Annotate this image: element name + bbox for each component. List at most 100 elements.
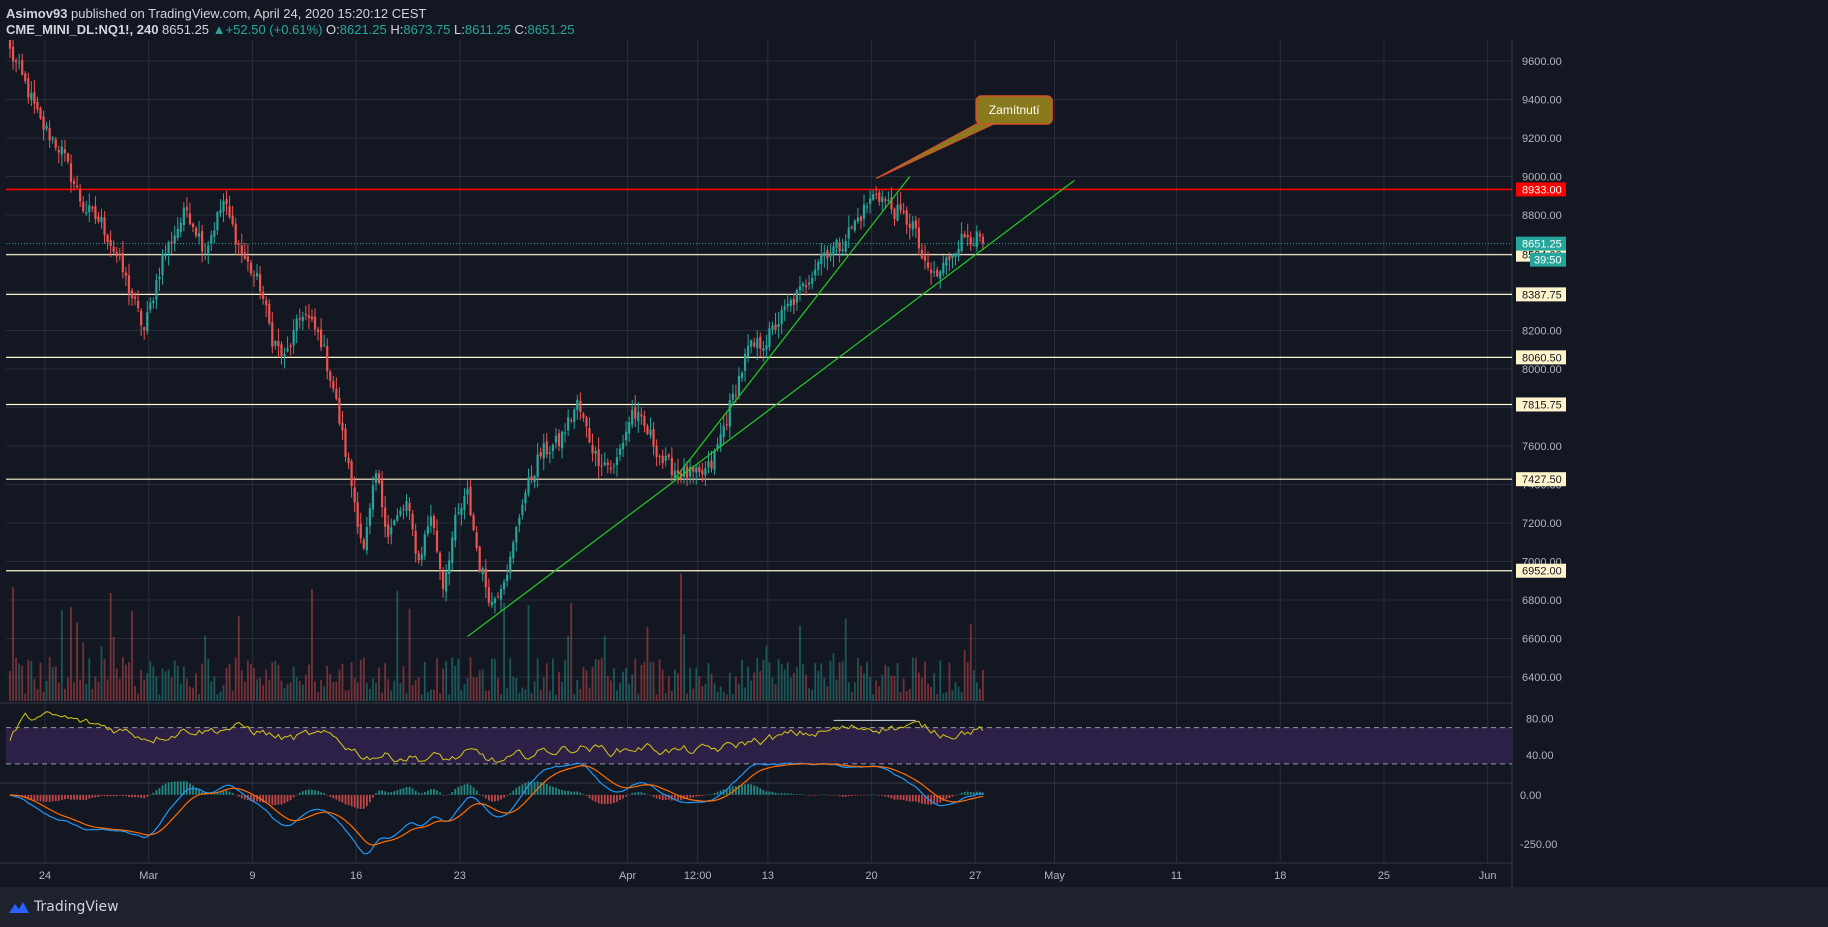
- volume-bar: [722, 692, 725, 701]
- macd-histogram-bar: [79, 794, 82, 800]
- chart-canvas[interactable]: Zamítnutí 9600.009400.009200.009000.0088…: [0, 0, 1828, 887]
- macd-histogram-bar: [789, 793, 792, 795]
- trendline[interactable]: [467, 179, 1075, 638]
- macd-histogram-bar: [826, 794, 829, 796]
- macd-histogram-bar: [799, 794, 801, 795]
- horizontal-levels[interactable]: [6, 188, 1512, 572]
- macd-histogram-bar: [512, 790, 515, 795]
- macd-histogram-bar: [838, 794, 841, 797]
- volume-bar: [524, 689, 527, 701]
- macd-histogram-bar: [518, 786, 521, 795]
- volume-bar: [735, 676, 737, 701]
- tradingview-logo[interactable]: TradingView: [8, 897, 119, 917]
- macd-histogram-bar: [250, 794, 252, 802]
- volume-bar: [88, 658, 91, 701]
- callout-annotation[interactable]: Zamítnutí: [875, 95, 1053, 179]
- macd-histogram-bar: [539, 782, 542, 795]
- candle-body: [60, 146, 63, 155]
- volume-bar: [247, 660, 249, 701]
- volume-bar: [207, 659, 210, 701]
- author-name[interactable]: Asimov93: [6, 6, 68, 21]
- candle-body: [442, 571, 445, 589]
- volume-bar: [356, 682, 359, 701]
- candle-body: [478, 546, 481, 572]
- volume-bar: [826, 686, 829, 701]
- candle-body: [856, 217, 859, 222]
- volume-bar: [585, 670, 588, 701]
- candle-body: [957, 248, 960, 257]
- macd-histogram-bar: [509, 793, 512, 795]
- candle-body: [338, 397, 341, 424]
- volume-bar: [762, 660, 765, 701]
- price-tick-label: 9600.00: [1522, 56, 1562, 68]
- macd-histogram-bar: [121, 794, 124, 797]
- volume-bar: [802, 664, 804, 701]
- candle-body: [506, 575, 509, 582]
- candle-body: [817, 261, 820, 270]
- candle-body: [377, 473, 381, 484]
- candle-body: [704, 468, 707, 476]
- candle-body: [542, 443, 545, 459]
- volume-bar: [362, 657, 365, 701]
- support-price-tag: 8060.50: [1522, 352, 1562, 364]
- callout-box[interactable]: [975, 95, 1053, 125]
- time-tick-label: Mar: [139, 870, 158, 882]
- volume-bar: [216, 694, 219, 701]
- volume-bar: [948, 662, 951, 701]
- macd-histogram-bar: [527, 781, 530, 795]
- macd-histogram-bar: [128, 794, 130, 798]
- macd-histogram-bar: [591, 794, 594, 801]
- candle-body: [426, 526, 429, 534]
- macd-histogram-bar: [850, 794, 853, 796]
- volume-bar: [149, 661, 152, 701]
- macd-histogram-bar: [195, 787, 197, 795]
- volume-bar: [570, 603, 573, 701]
- symbol-name[interactable]: CME_MINI_DL:NQ1!, 240: [6, 22, 159, 37]
- macd-histogram-bar: [393, 791, 396, 795]
- volume-bar: [924, 661, 926, 701]
- macd-histogram-bar: [857, 794, 859, 796]
- volume-bar: [530, 693, 533, 701]
- volume-bar: [905, 690, 908, 701]
- macd-histogram-bar: [628, 794, 631, 796]
- candle-body: [63, 149, 66, 154]
- volume-bar: [921, 678, 923, 701]
- macd-histogram-bar: [298, 792, 301, 795]
- volume-bar: [317, 692, 319, 701]
- candle-body: [216, 212, 219, 231]
- candle-body: [249, 262, 253, 274]
- volume-bar: [823, 677, 826, 701]
- macd-histogram-bar: [710, 794, 713, 795]
- volume-bar: [658, 659, 661, 701]
- volume-bar: [603, 635, 606, 701]
- macd-histogram-bar: [390, 792, 393, 795]
- macd-histogram-bar: [335, 794, 338, 800]
- volume-bar: [91, 689, 94, 701]
- candle-body: [274, 341, 277, 346]
- volume-bar: [695, 667, 698, 701]
- volume-bar: [70, 607, 72, 701]
- price-tick-label: 9200.00: [1522, 133, 1562, 145]
- volume-bar: [750, 680, 753, 701]
- macd-histogram-bar: [771, 791, 774, 795]
- volume-bar: [542, 677, 545, 701]
- price-tick-label: 8800.00: [1522, 210, 1562, 222]
- macd-histogram-bar: [552, 786, 554, 795]
- volume-bar: [600, 658, 603, 701]
- macd-histogram-bar: [146, 794, 149, 797]
- candle-body: [371, 485, 375, 510]
- macd-histogram-bar: [161, 785, 164, 795]
- candle-body: [399, 510, 402, 515]
- macd-histogram-bar: [411, 788, 414, 795]
- macd-histogram-bar: [927, 794, 929, 805]
- macd-histogram-bar: [103, 794, 106, 797]
- candle-body: [625, 431, 628, 441]
- macd-histogram-bar: [811, 794, 814, 796]
- volume-bar: [48, 657, 51, 701]
- trendlines[interactable]: [467, 176, 1075, 638]
- candle-body: [737, 375, 741, 396]
- volume-bar: [533, 681, 536, 701]
- macd-histogram-bar: [228, 791, 231, 795]
- trendline[interactable]: [674, 176, 911, 480]
- volume-bar: [259, 678, 261, 701]
